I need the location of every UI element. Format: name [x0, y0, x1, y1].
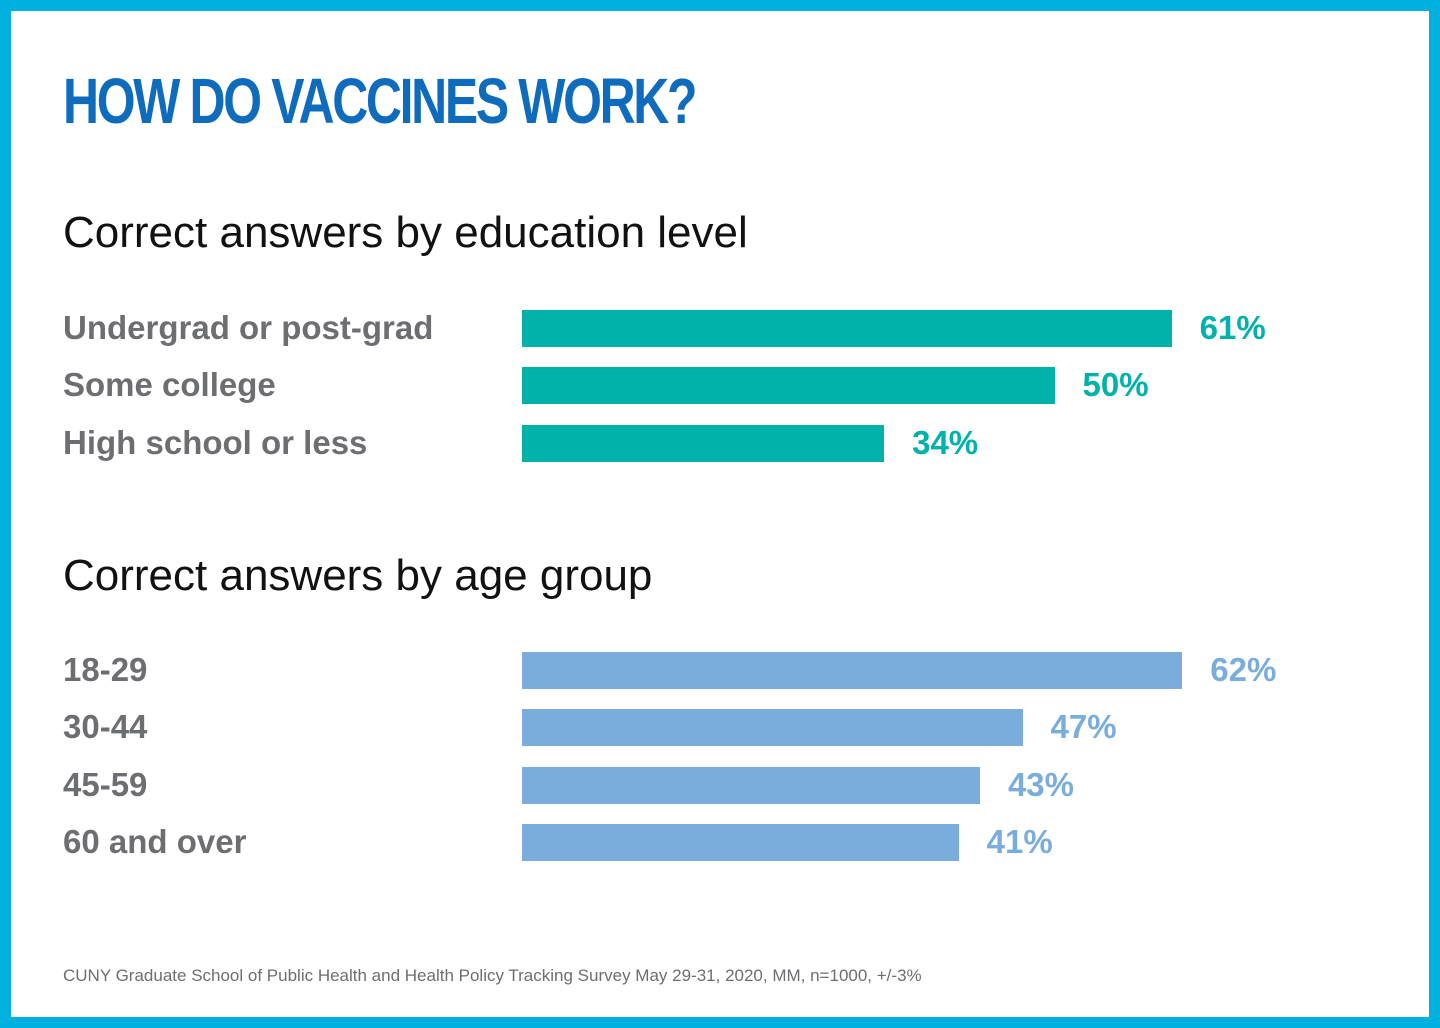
age-category-label: 18-29	[63, 651, 148, 688]
education-bar	[522, 367, 1055, 404]
education-category-label: High school or less	[63, 424, 368, 461]
education-value-label: 34%	[912, 424, 979, 461]
age-value-label: 41%	[986, 823, 1053, 860]
age-bar	[522, 652, 1183, 689]
age-chart-title: Correct answers by age group	[63, 551, 653, 600]
headline: HOW DO VACCINES WORK?	[63, 65, 697, 137]
age-category-label: 60 and over	[63, 823, 247, 860]
age-value-label: 47%	[1050, 708, 1117, 745]
age-category-label: 45-59	[63, 766, 148, 803]
education-bar	[522, 310, 1172, 347]
education-category-label: Undergrad or post-grad	[63, 309, 434, 346]
education-bar	[522, 425, 885, 462]
education-value-label: 61%	[1199, 309, 1266, 346]
age-bar	[522, 709, 1023, 746]
education-category-label: Some college	[63, 366, 276, 403]
age-value-label: 62%	[1210, 651, 1277, 688]
age-bar	[522, 824, 959, 861]
age-bar	[522, 767, 980, 804]
education-chart-title: Correct answers by education level	[63, 208, 748, 257]
education-value-label: 50%	[1082, 366, 1149, 403]
age-value-label: 43%	[1007, 766, 1074, 803]
age-category-label: 30-44	[63, 708, 148, 745]
source-footnote: CUNY Graduate School of Public Health an…	[63, 966, 922, 985]
